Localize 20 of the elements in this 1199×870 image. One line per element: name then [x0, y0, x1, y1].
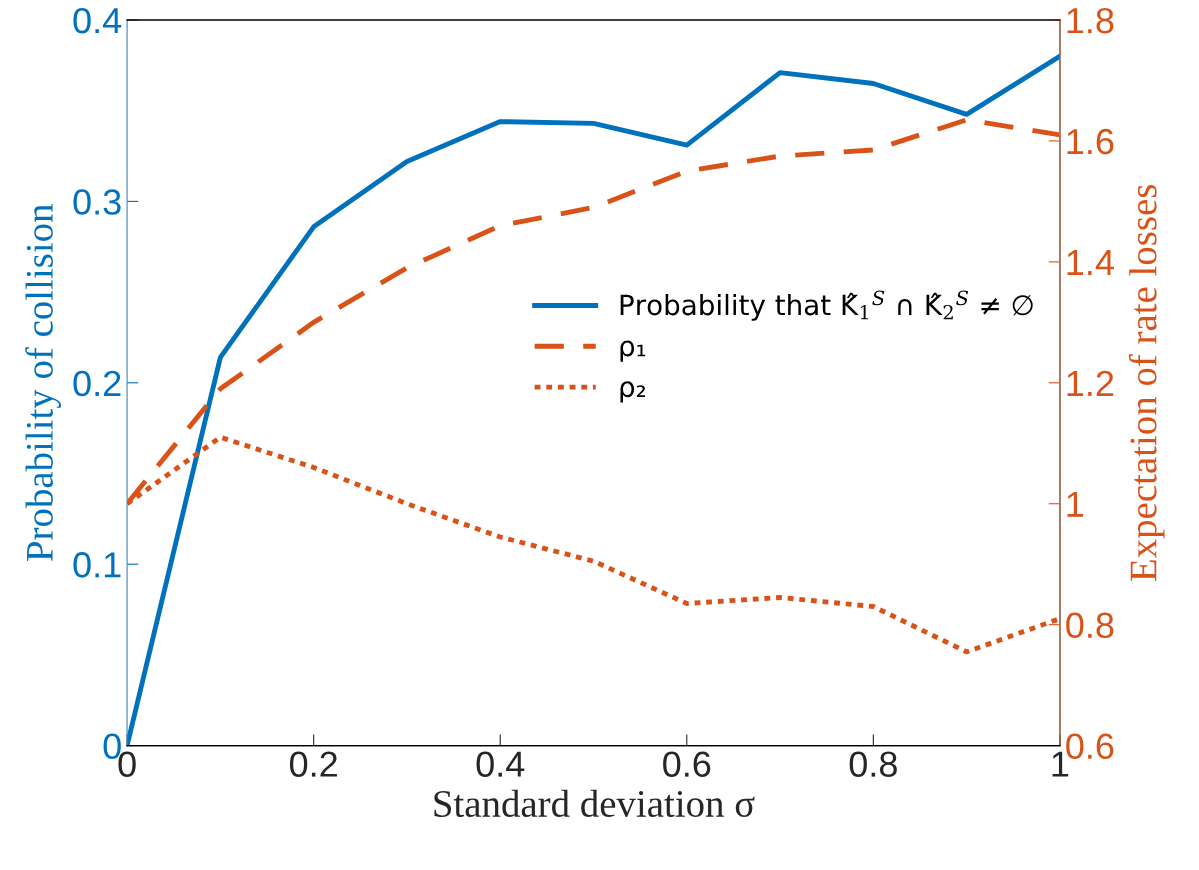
y2-tick-label: 0.8 — [1066, 612, 1114, 639]
legend-label: ρ₂ — [620, 381, 645, 403]
x-tick-label: 0.6 — [663, 751, 711, 777]
legend-label: Probability that K̂$_{1}$$^{S}$ ∩ K̂$_{2}$$^{S}$ ≠ ∅ — [620, 290, 1033, 321]
y-tick-label: 0.4 — [73, 7, 122, 34]
x-tick-label: 0.4 — [476, 751, 525, 777]
y2-tick-label: 1.8 — [1067, 7, 1114, 34]
x-tick-label: 0.8 — [849, 751, 897, 777]
legend-label: ρ₁ — [620, 340, 646, 362]
x-tick-label: 0.2 — [289, 751, 337, 777]
y-axis-title: Probability of collision — [25, 204, 61, 561]
y2-tick-label: 1 — [1067, 491, 1084, 517]
y2-tick-label: 1.4 — [1067, 250, 1114, 275]
y2-axis-title: Expectation of rate losses — [1128, 184, 1165, 581]
y-tick-label: 0.2 — [73, 370, 121, 397]
x-axis-title: Standard deviation σ — [434, 789, 755, 818]
y-tick-label: 0.3 — [73, 189, 121, 215]
y2-tick-label: 1.6 — [1067, 128, 1114, 155]
y-tick-label: 0.1 — [73, 552, 121, 578]
y2-tick-label: 1.2 — [1067, 370, 1114, 396]
